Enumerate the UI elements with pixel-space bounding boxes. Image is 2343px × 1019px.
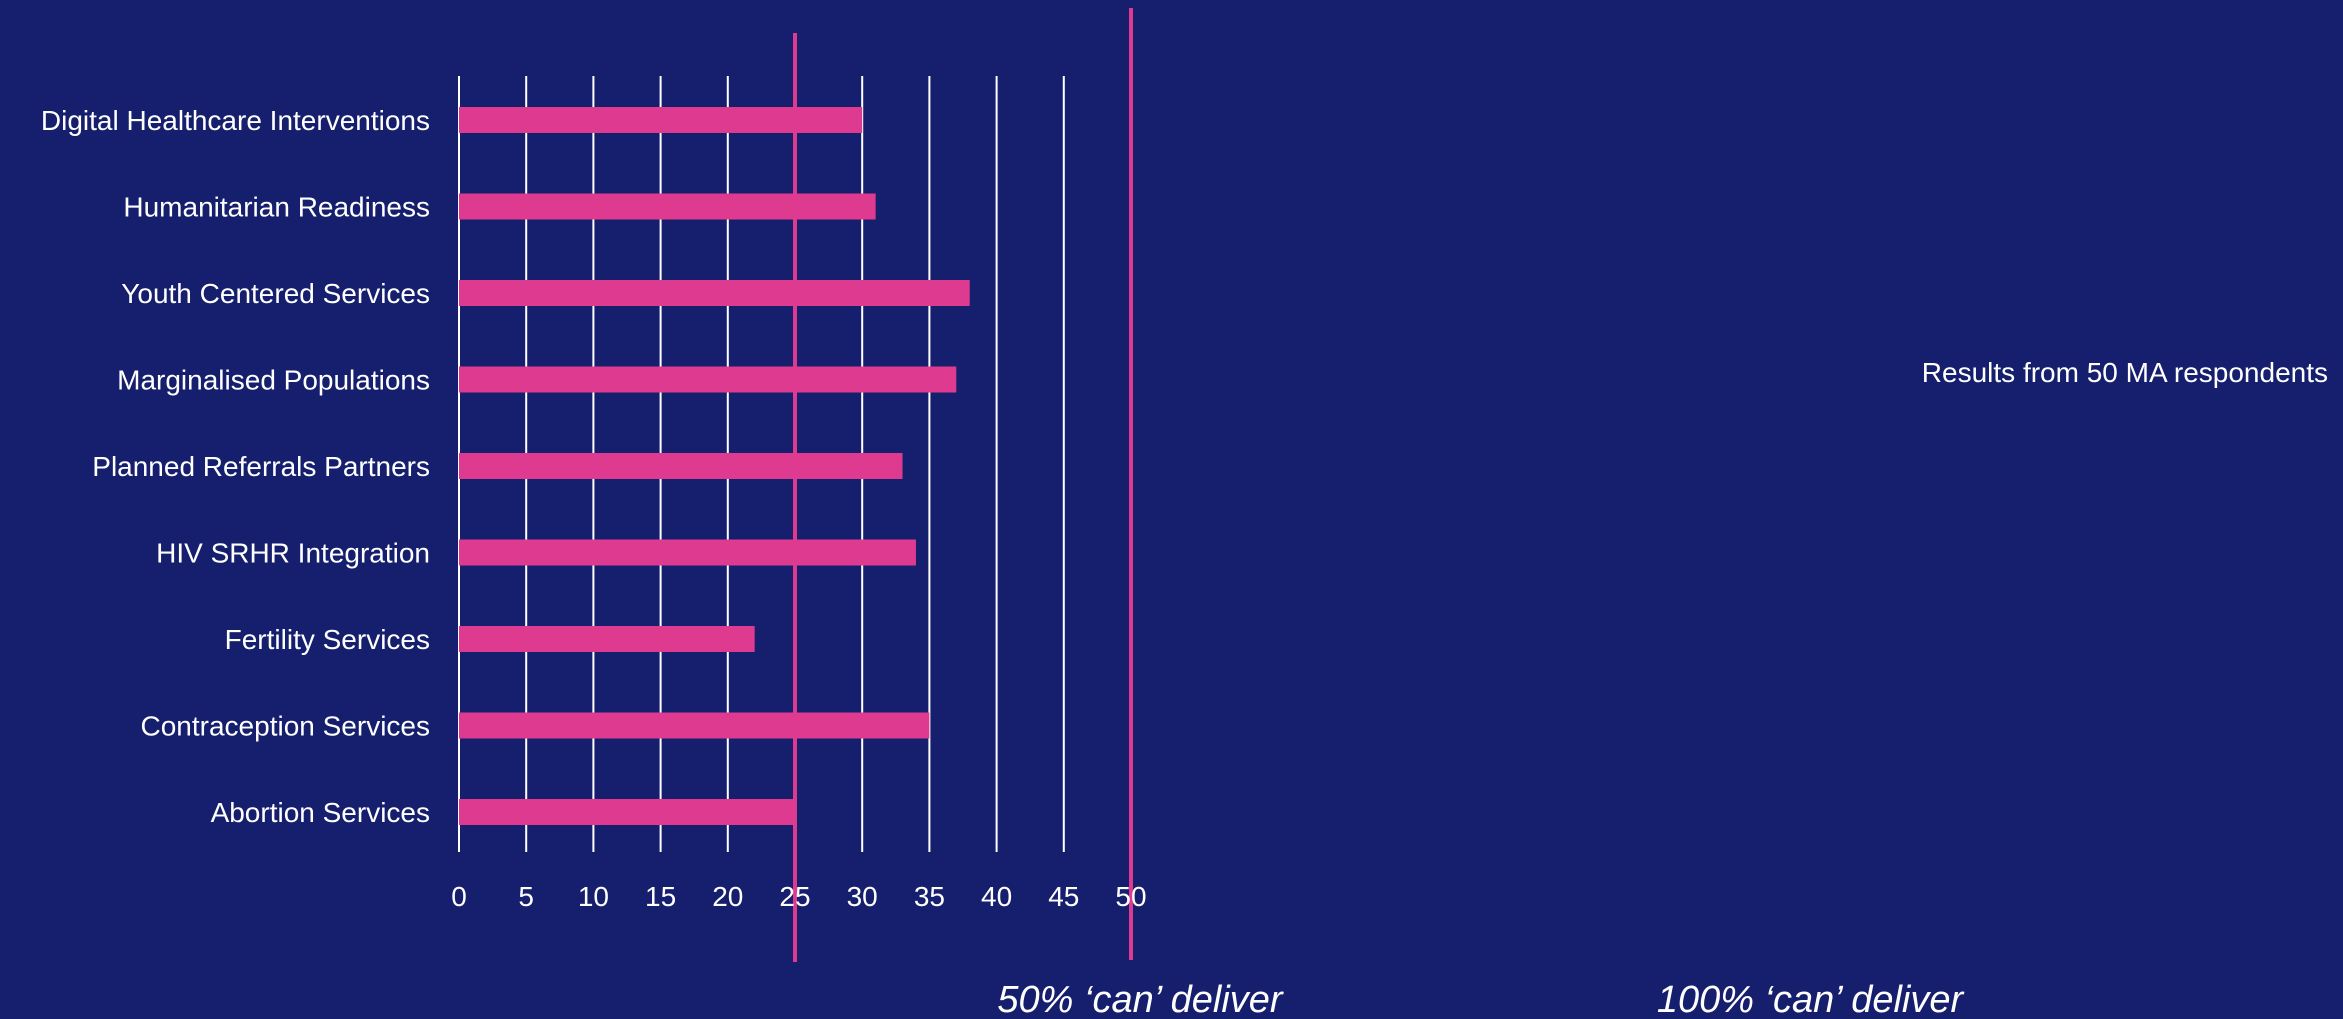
x-tick-label: 45 <box>1048 881 1079 912</box>
category-label: Digital Healthcare Interventions <box>41 105 430 136</box>
x-tick-label: 0 <box>451 881 467 912</box>
reference-line-layer <box>795 8 1131 962</box>
bar <box>459 194 876 220</box>
x-tick-label: 15 <box>645 881 676 912</box>
category-label: Planned Referrals Partners <box>92 451 430 482</box>
bar-layer <box>459 107 970 825</box>
category-label: Fertility Services <box>225 624 430 655</box>
bar <box>459 367 956 393</box>
bar <box>459 540 916 566</box>
x-tick-label: 10 <box>578 881 609 912</box>
bar <box>459 280 970 306</box>
bar <box>459 626 755 652</box>
x-tick-label: 50 <box>1115 881 1146 912</box>
x-tick-label: 25 <box>779 881 810 912</box>
x-tick-label: 35 <box>914 881 945 912</box>
x-tick-label: 20 <box>712 881 743 912</box>
label-layer: 0 5 10 15 20 25 30 35 40 45 50 Digital Healthcare I… <box>41 105 2328 1019</box>
bar <box>459 107 862 133</box>
reference-line-label: 100% ‘can’ deliver <box>1657 979 1965 1019</box>
bar <box>459 799 795 825</box>
category-label: HIV SRHR Integration <box>156 538 430 569</box>
x-tick-label: 40 <box>981 881 1012 912</box>
annotation-text: Results from 50 MA respondents <box>1922 357 2328 388</box>
bar <box>459 713 929 739</box>
category-label: Contraception Services <box>141 711 430 742</box>
category-label: Humanitarian Readiness <box>123 192 430 223</box>
reference-line-label: 50% ‘can’ deliver <box>997 979 1284 1019</box>
category-label: Marginalised Populations <box>117 365 430 396</box>
x-tick-label: 5 <box>518 881 534 912</box>
category-label: Abortion Services <box>211 797 430 828</box>
bar <box>459 453 903 479</box>
x-tick-label: 30 <box>847 881 878 912</box>
category-label: Youth Centered Services <box>121 278 430 309</box>
